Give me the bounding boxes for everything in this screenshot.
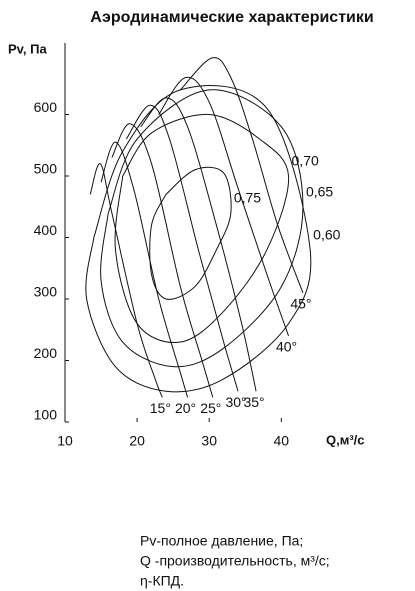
y-tick-label: 100 bbox=[34, 407, 58, 423]
curve bbox=[140, 97, 257, 392]
note: η-КПД. bbox=[140, 573, 184, 589]
curve-label: 35° bbox=[243, 394, 264, 410]
curve bbox=[85, 85, 312, 393]
curve bbox=[114, 113, 290, 343]
y-tick-label: 500 bbox=[34, 161, 58, 177]
curve-label: 40° bbox=[276, 339, 297, 355]
x-tick-label: 30 bbox=[201, 433, 217, 449]
curve bbox=[149, 166, 232, 300]
y-tick-label: 600 bbox=[34, 99, 58, 115]
curve-label: 0,75 bbox=[234, 190, 261, 206]
curve-label: 0,60 bbox=[313, 227, 340, 243]
x-tick-label: 40 bbox=[274, 433, 290, 449]
curve bbox=[89, 163, 163, 398]
curve-label: 0,65 bbox=[306, 183, 333, 199]
curve-label: 15° bbox=[150, 400, 171, 416]
curve bbox=[100, 89, 304, 368]
curve bbox=[125, 104, 239, 392]
note: Pv-полное давление, Па; bbox=[140, 533, 303, 549]
chart-title: Аэродинамические характеристики bbox=[90, 9, 373, 26]
y-tick-label: 300 bbox=[34, 284, 58, 300]
curve-label: 20° bbox=[175, 400, 196, 416]
x-axis-label: Q,м³/с bbox=[326, 432, 365, 447]
note: Q -производительность, м³/с; bbox=[140, 553, 330, 569]
curve bbox=[180, 57, 304, 294]
y-tick-label: 200 bbox=[34, 345, 58, 361]
y-axis-label: Pv, Па bbox=[8, 41, 48, 56]
x-tick-label: 10 bbox=[57, 433, 73, 449]
curve bbox=[158, 76, 289, 337]
y-tick-label: 400 bbox=[34, 222, 58, 238]
curve-label: 30° bbox=[225, 394, 246, 410]
curve bbox=[100, 141, 189, 398]
x-tick-label: 20 bbox=[129, 433, 145, 449]
curve-label: 25° bbox=[200, 400, 221, 416]
